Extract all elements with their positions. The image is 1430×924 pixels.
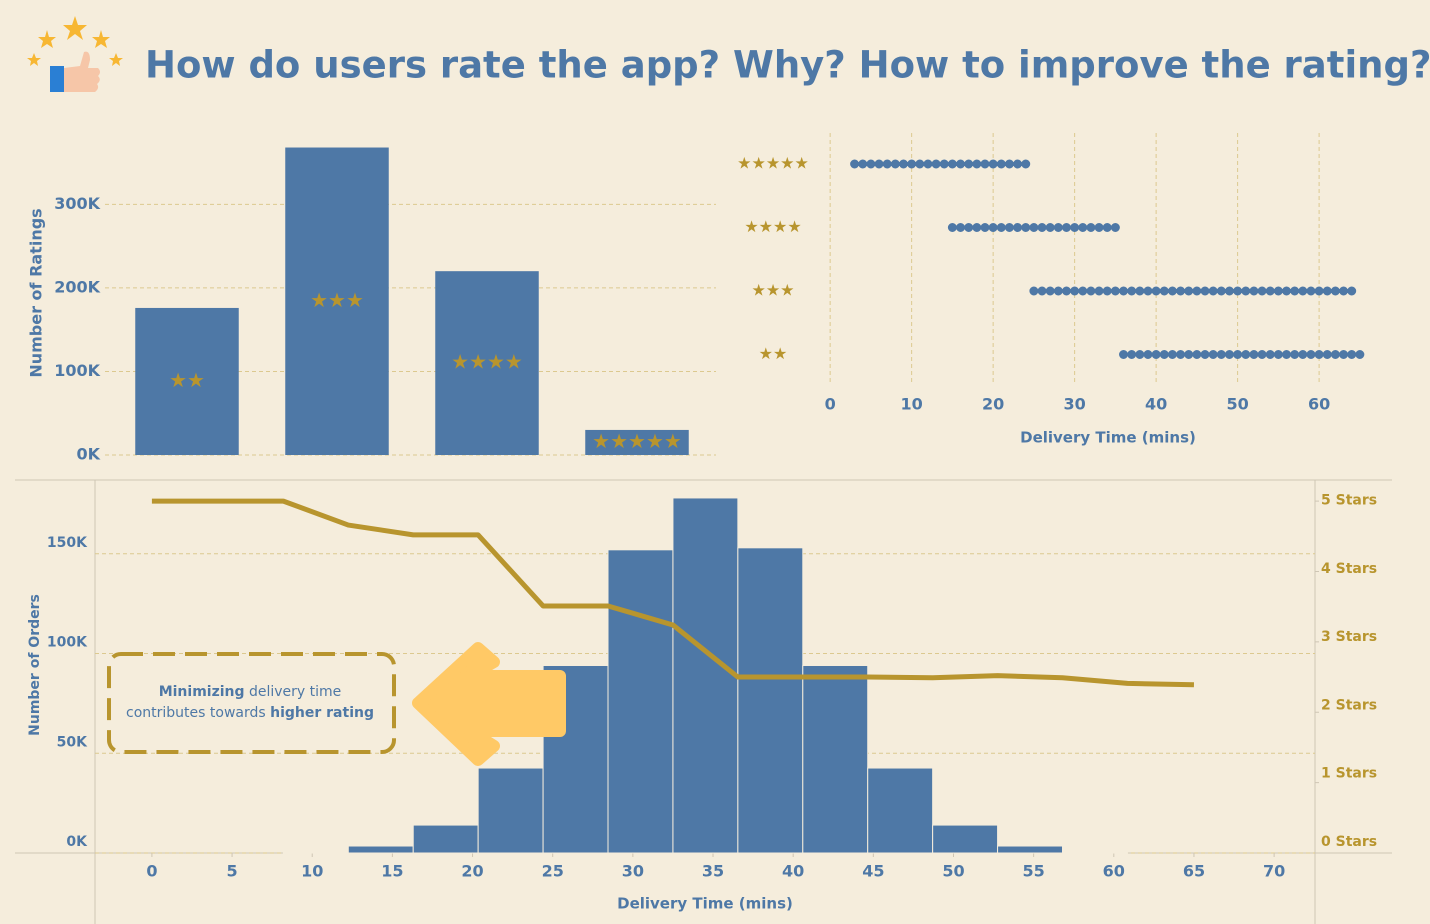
histogram-bar [282,851,349,854]
annotation-box [107,652,396,754]
histogram-bar [477,767,544,854]
bar [585,429,689,455]
x-tick-label: 20 [982,395,1004,414]
title-icon [27,16,123,92]
x-tick-label: 70 [1263,862,1285,881]
x-tick-label: 45 [862,862,884,881]
histogram-bar [997,845,1064,854]
y2-tick-label: 4 Stars [1321,561,1377,577]
bar [285,147,389,455]
x-tick-label: 40 [782,862,804,881]
histogram-bar [412,824,479,854]
y-tick-label: 200K [54,277,100,296]
y2-tick-label: 5 Stars [1321,492,1377,508]
x-tick-label: 10 [901,395,923,414]
x-tick-label: 65 [1183,862,1205,881]
x-tick-label: 15 [381,862,403,881]
bar-label: ★★ [169,368,205,392]
x-axis-title: Delivery Time (mins) [1020,429,1196,447]
annotation: Minimizing delivery time contributes towa… [126,684,374,721]
arrow [412,642,566,766]
x-axis-title: Delivery Time (mins) [617,895,793,913]
x-tick-label: 60 [1103,862,1125,881]
row-label: ★★ [759,344,788,363]
histogram-bar [932,824,999,854]
y-tick-label: 0K [76,445,100,464]
row-label: ★★★★ [744,217,801,236]
y2-tick-label: 3 Stars [1321,629,1377,645]
bar-label: ★★★★ [451,350,523,374]
y2-tick-label: 1 Stars [1321,766,1377,782]
x-tick-label: 60 [1308,395,1330,414]
y-axis-title: Number of Orders [27,594,43,736]
bar-label: ★★★★★ [592,429,682,453]
y-axis-title: Number of Ratings [27,208,46,377]
x-tick-label: 50 [1226,395,1248,414]
histogram-bar [347,845,414,854]
y-tick-label: 300K [54,194,100,213]
x-tick-label: 55 [1023,862,1045,881]
histogram-chart: 0K 50K 100K 150K 0 Stars 1 Stars 2 Stars 3 Star… [27,492,1377,912]
row-label: ★★★ [751,281,794,300]
x-tick-label: 0 [146,862,157,881]
annotation-part: delivery time [245,684,342,700]
x-tick-label: 25 [542,862,564,881]
histogram-bar [1062,851,1128,854]
x-tick-label: 0 [825,395,836,414]
y-tick-label: 150K [47,535,88,551]
bar [135,307,239,455]
x-tick-label: 30 [1063,395,1085,414]
histogram-bar [802,665,869,854]
x-tick-label: 40 [1145,395,1167,414]
row-label: ★★★★★ [737,154,809,173]
histogram-bar [737,547,804,854]
annotation-part: Minimizing [159,684,245,700]
histogram-bar [867,767,934,854]
histogram-bar [672,497,739,854]
x-tick-label: 30 [622,862,644,881]
y-tick-label: 100K [47,635,88,651]
rating-line [151,498,1195,688]
y2-tick-label: 2 Stars [1321,697,1377,713]
histogram-bar [607,549,674,854]
dashboard-title: How do users rate the app? Why? How to i… [145,44,1430,87]
x-tick-label: 5 [226,862,237,881]
y2-tick-label: 0 Stars [1321,834,1377,850]
x-tick-label: 50 [942,862,964,881]
x-tick-label: 35 [702,862,724,881]
x-tick-label: 10 [301,862,323,881]
annotation-part: higher rating [270,705,374,721]
y-tick-label: 100K [54,361,100,380]
y-tick-label: 50K [57,734,88,750]
bar-label: ★★★ [310,288,364,312]
x-tick-label: 20 [461,862,483,881]
annotation-part: contributes towards [126,705,270,721]
y-tick-label: 0K [66,834,88,850]
bar [435,271,539,455]
